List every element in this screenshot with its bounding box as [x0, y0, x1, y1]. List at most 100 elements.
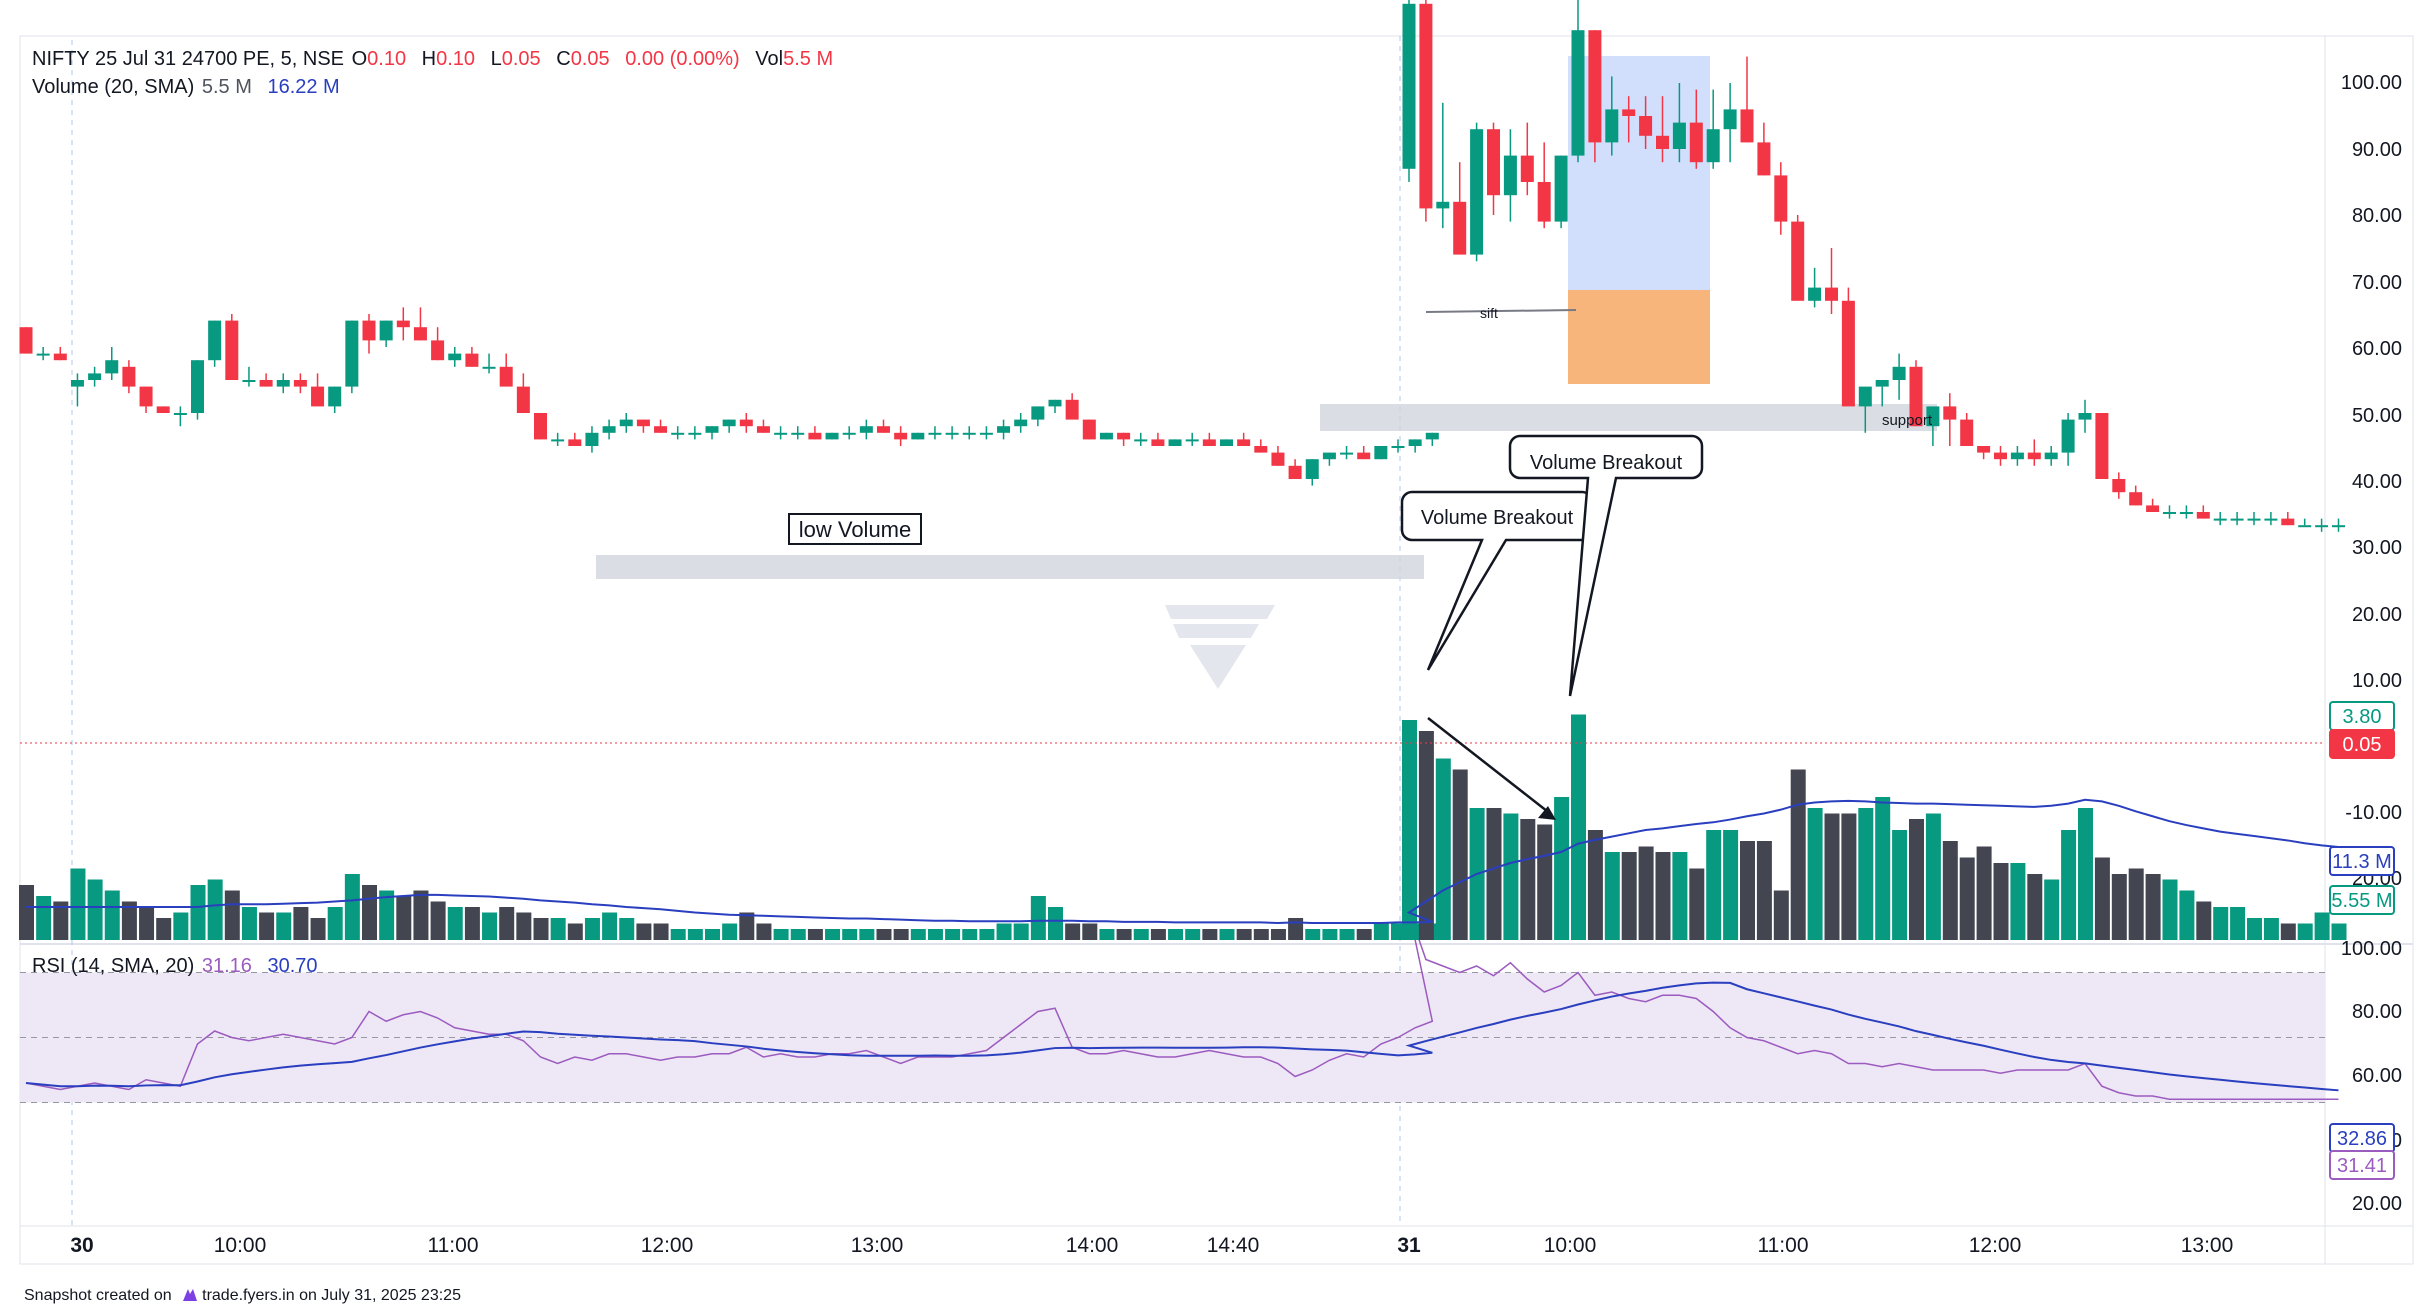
volume-bar	[962, 929, 978, 940]
price-tick-label: -10.00	[2345, 802, 2402, 824]
volume-bar	[1993, 863, 2009, 940]
low-volume-box	[788, 513, 922, 545]
candle-body	[293, 380, 307, 387]
volume-bar	[687, 929, 703, 940]
candle-body	[1202, 439, 1216, 446]
price-tick-label: 80.00	[2352, 205, 2402, 227]
volume-bar	[1824, 813, 1840, 940]
callout-2-label: Volume Breakout	[1530, 452, 1683, 474]
candle-body	[516, 386, 530, 413]
candle-body	[722, 419, 736, 427]
rsi-indicator-value: 31.16	[201, 955, 252, 977]
candle-body	[1960, 419, 1974, 446]
candle-body	[2264, 518, 2278, 521]
symbol-name[interactable]: NIFTY 25 Jul 31 24700 PE, 5, NSE	[32, 48, 345, 70]
volume-bar	[2027, 874, 2043, 940]
volume-bar	[1082, 923, 1098, 940]
volume-bar	[19, 885, 34, 940]
candle-body	[2095, 413, 2109, 479]
candle-body	[619, 419, 633, 427]
volume-bar	[1373, 923, 1389, 940]
volume-bar	[1756, 841, 1772, 940]
rsi-indicator-title[interactable]: RSI (14, SMA, 20)	[32, 955, 195, 977]
volume-breakout-callout-2: Volume Breakout	[1508, 434, 1704, 697]
candle-body	[705, 426, 719, 433]
candle-body	[1237, 439, 1251, 446]
candle-body	[276, 380, 290, 387]
volume-bar	[2078, 808, 2093, 940]
volume-bar	[1219, 929, 1235, 940]
candle-body	[1774, 175, 1788, 222]
candle-body	[859, 426, 873, 433]
volume-bar	[1418, 731, 1434, 940]
volume-label: 5.55 M	[2329, 885, 2395, 915]
volume-bar	[2230, 907, 2246, 940]
volume-sma-label-box	[2329, 846, 2395, 876]
candle-body	[1808, 287, 1822, 301]
volume-bar	[859, 929, 875, 940]
volume-bar	[1356, 929, 1372, 940]
volume-bar	[1168, 929, 1184, 940]
volume-bar	[1706, 830, 1722, 940]
candle-body	[688, 432, 702, 435]
candle-body	[122, 366, 136, 387]
time-axis[interactable]: 30 10:00 11:00 12:00 13:00 14:00 14:40 31 10:00 1…	[70, 1234, 2233, 1257]
candle-body	[1470, 129, 1484, 255]
volume-bar	[121, 901, 137, 940]
candle-body	[1453, 201, 1467, 255]
volume-indicator-title[interactable]: Volume (20, SMA)	[32, 76, 195, 98]
arrow-shaft	[1427, 717, 1553, 816]
volume-bar	[1925, 813, 1941, 940]
candle-body	[534, 413, 547, 440]
candle-body	[2129, 492, 2143, 506]
time-tick-label: 12:00	[1969, 1234, 2022, 1257]
volume-bar	[584, 918, 600, 940]
close-value: 0.05	[570, 48, 610, 70]
volume-bar	[482, 912, 498, 940]
volume-bar	[1672, 852, 1688, 940]
volume-bar	[1841, 813, 1857, 940]
candle-body	[1892, 366, 1906, 380]
volume-bar	[2094, 857, 2110, 940]
candle-body	[1757, 142, 1771, 176]
time-tick-label: 31	[1397, 1234, 1421, 1257]
volume-bar	[1048, 907, 1063, 940]
footer-prefix: Snapshot created on	[24, 1287, 172, 1304]
volume-bar	[327, 907, 343, 940]
price-pane: sift	[19, 0, 2345, 579]
candle-body	[1271, 452, 1285, 466]
volume-bar	[499, 907, 515, 940]
candle-body	[1503, 155, 1517, 196]
candle-body	[825, 432, 839, 440]
candle-body	[1689, 122, 1703, 163]
candle-body	[1994, 452, 2007, 460]
time-tick-label: 13:00	[2181, 1234, 2234, 1257]
volume-bar	[1740, 841, 1755, 940]
footer-site-link[interactable]: trade.fyers.in	[202, 1287, 295, 1304]
arrow-head	[1538, 806, 1556, 820]
volume-bar	[139, 907, 155, 940]
volume-bar	[1435, 758, 1451, 940]
volume-bar	[1892, 830, 1908, 940]
price-axis[interactable]: 100.00 90.00 80.00 70.00 60.00 50.00 40.00 30.0…	[2329, 72, 2402, 1215]
candle-body	[1117, 432, 1131, 440]
candle-body	[808, 432, 822, 440]
candle-body	[2027, 452, 2041, 460]
volume-bar	[2145, 874, 2161, 940]
volume-bar	[344, 874, 360, 940]
price-tick-label: 70.00	[2352, 272, 2402, 294]
volume-bar	[224, 890, 240, 940]
volume-bar	[1503, 813, 1519, 940]
volume-bar	[550, 918, 566, 940]
candle-body	[1605, 109, 1619, 143]
volume-sma-label-text: 11.3 M	[2332, 851, 2392, 873]
candle-body	[1031, 406, 1045, 420]
rsi-tick-label: 20.00	[2352, 1193, 2402, 1215]
price-tick-label: 40.00	[2352, 471, 2402, 493]
rsi-legend: RSI (14, SMA, 20) 31.16 30.70	[32, 955, 328, 978]
volume-indicator-value: 5.5 M	[201, 76, 252, 98]
volume-bar	[807, 929, 823, 940]
candle-body	[1305, 459, 1319, 479]
candle-body	[328, 386, 342, 407]
rsi-pane	[20, 910, 2339, 1103]
